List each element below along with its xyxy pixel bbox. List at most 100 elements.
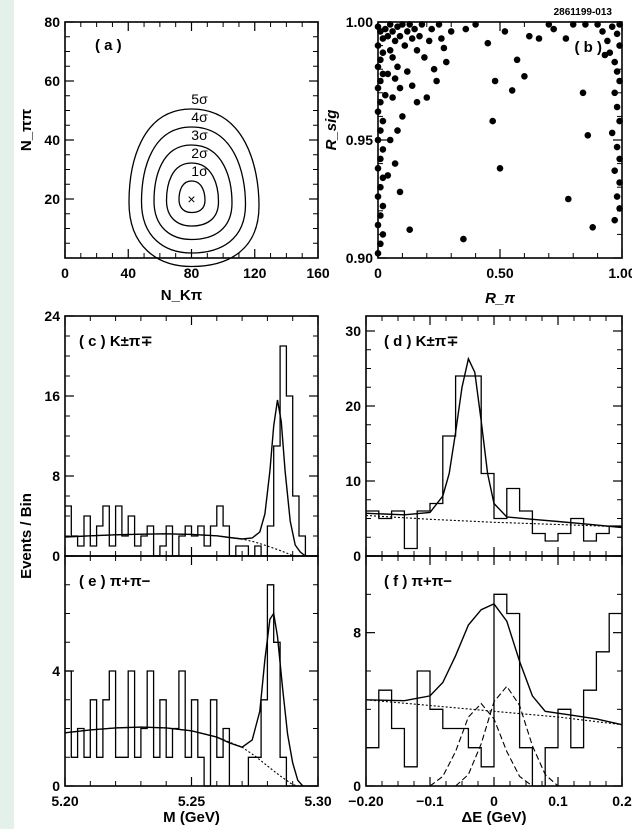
scatter-point	[394, 63, 401, 71]
scatter-point	[404, 28, 411, 35]
y-tick-label: 0.90	[346, 250, 373, 266]
panel-frame-b	[377, 21, 623, 259]
scatter-point	[396, 84, 404, 92]
scatter-point	[386, 136, 394, 144]
scatter-point	[404, 68, 411, 75]
panel-label-d: ( d ) K±π∓	[384, 333, 459, 350]
background-curve-e	[64, 726, 298, 787]
scatter-point	[413, 47, 421, 54]
contour-label: 2σ	[191, 145, 208, 161]
y-tick-label: 80	[44, 14, 60, 30]
panel-label-b: ( b )	[575, 39, 603, 56]
scatter-point	[396, 188, 404, 196]
scatter-point	[374, 42, 382, 49]
x-tick-label: 80	[184, 265, 200, 281]
x-tick-label: 160	[306, 265, 330, 281]
scatter-point	[438, 35, 445, 42]
scatter-point	[613, 103, 621, 111]
scatter-point	[377, 155, 384, 163]
scatter-point	[616, 77, 623, 85]
scatter-point	[616, 21, 623, 28]
scatter-point	[379, 49, 387, 56]
scatter-point	[374, 84, 382, 92]
scatter-point	[384, 70, 392, 78]
x-axis-label: M (GeV)	[163, 809, 220, 826]
scatter-point	[608, 129, 616, 137]
contour-1sigma	[178, 180, 206, 214]
scatter-point	[611, 167, 618, 174]
scatter-point	[408, 35, 416, 42]
scatter-point	[604, 37, 611, 45]
scatter-point	[377, 212, 384, 219]
panel-label-a: ( a )	[95, 37, 122, 54]
x-tick-label: 0	[61, 265, 69, 281]
fit-curve-d	[365, 356, 623, 529]
scatter-point	[374, 136, 382, 144]
scatter-point	[374, 193, 382, 200]
x-tick-label: 120	[243, 265, 267, 281]
shared-y-axis-label: Events / Bin	[18, 493, 35, 579]
scatter-point	[484, 39, 492, 47]
scatter-point	[521, 73, 528, 80]
scatter-point	[611, 216, 618, 224]
y-tick-label: 60	[44, 73, 60, 89]
scatter-point	[374, 250, 382, 257]
scatter-point	[569, 21, 577, 28]
scatter-point	[594, 21, 601, 28]
x-tick-label: 0	[490, 793, 498, 809]
scatter-point	[399, 113, 406, 120]
x-tick-label: 0.50	[486, 265, 513, 281]
y-tick-label: 0	[52, 778, 60, 794]
scatter-point	[535, 35, 543, 42]
x-tick-label: −0.1	[416, 793, 444, 809]
x-axis-label: R_π	[485, 290, 515, 307]
scatter-point	[379, 117, 387, 125]
scatter-point	[406, 226, 414, 233]
scatter-point	[413, 98, 421, 106]
contour-4sigma	[140, 126, 247, 254]
scatter-point	[379, 174, 387, 182]
scatter-point	[501, 28, 509, 35]
scatter-point	[377, 127, 384, 134]
contour-label: 4σ	[191, 109, 208, 125]
figure-id: 2861199-013	[554, 7, 613, 18]
scatter-point	[379, 202, 387, 210]
y-tick-label: 40	[44, 132, 60, 148]
histogram-d	[366, 375, 622, 550]
scatter-point	[613, 30, 621, 38]
scatter-point	[379, 70, 387, 78]
scatter-point	[379, 231, 387, 238]
scatter-point	[562, 35, 570, 42]
scatter-point	[379, 146, 387, 153]
panel-label-f: ( f ) π+π−	[384, 573, 452, 590]
scatter-point	[433, 77, 440, 85]
y-tick-label: 10	[345, 473, 361, 489]
y-tick-label: 30	[345, 323, 361, 339]
histogram-e	[65, 584, 318, 787]
contour-label: 3σ	[191, 127, 208, 143]
x-axis-label: ΔE (GeV)	[462, 809, 527, 826]
x-tick-label: 5.25	[178, 793, 205, 809]
x-tick-label: 1.00	[608, 265, 632, 281]
scatter-point	[460, 235, 467, 243]
scatter-point	[491, 77, 499, 85]
scatter-point	[391, 37, 399, 45]
scatter-point	[613, 143, 621, 151]
fit-curve-e	[64, 611, 304, 787]
scatter-point	[374, 63, 382, 71]
scatter-point	[616, 42, 623, 49]
scatter-point	[611, 58, 618, 66]
x-tick-label: 5.20	[51, 793, 78, 809]
y-tick-label: 0	[353, 548, 361, 564]
scatter-point	[382, 91, 389, 99]
scatter-point	[374, 108, 382, 115]
scatter-point	[416, 32, 423, 40]
scatter-point	[377, 56, 384, 64]
center-marker: ×	[187, 191, 195, 207]
scatter-point	[579, 89, 587, 97]
scatter-point	[394, 23, 401, 31]
scatter-point	[584, 132, 592, 139]
scatter-point	[384, 172, 392, 179]
x-tick-label: 0.2	[612, 793, 632, 809]
